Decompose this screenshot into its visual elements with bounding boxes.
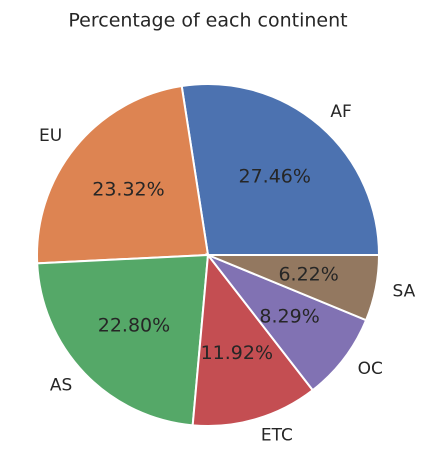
slice-label: SA	[393, 282, 416, 302]
slice-label: OC	[358, 359, 383, 379]
value-label: 6.22%	[278, 263, 338, 285]
pie-slice	[207, 254, 381, 322]
chart-title: Percentage of each continent	[68, 10, 347, 32]
pie-slice	[204, 252, 368, 392]
value-label: 23.32%	[92, 179, 164, 201]
slice-label: AF	[330, 102, 351, 122]
value-label: 27.46%	[239, 166, 311, 188]
pie-slice	[36, 84, 210, 265]
slice-label: ETC	[261, 426, 293, 446]
slice-label: AS	[50, 375, 72, 395]
value-label: 11.92%	[201, 342, 273, 364]
pie-slice	[36, 253, 210, 427]
pie-slice	[180, 83, 381, 256]
slice-label: EU	[39, 126, 62, 146]
value-label: 22.80%	[98, 315, 170, 337]
value-label: 8.29%	[259, 306, 319, 328]
pie-slice	[191, 252, 315, 427]
